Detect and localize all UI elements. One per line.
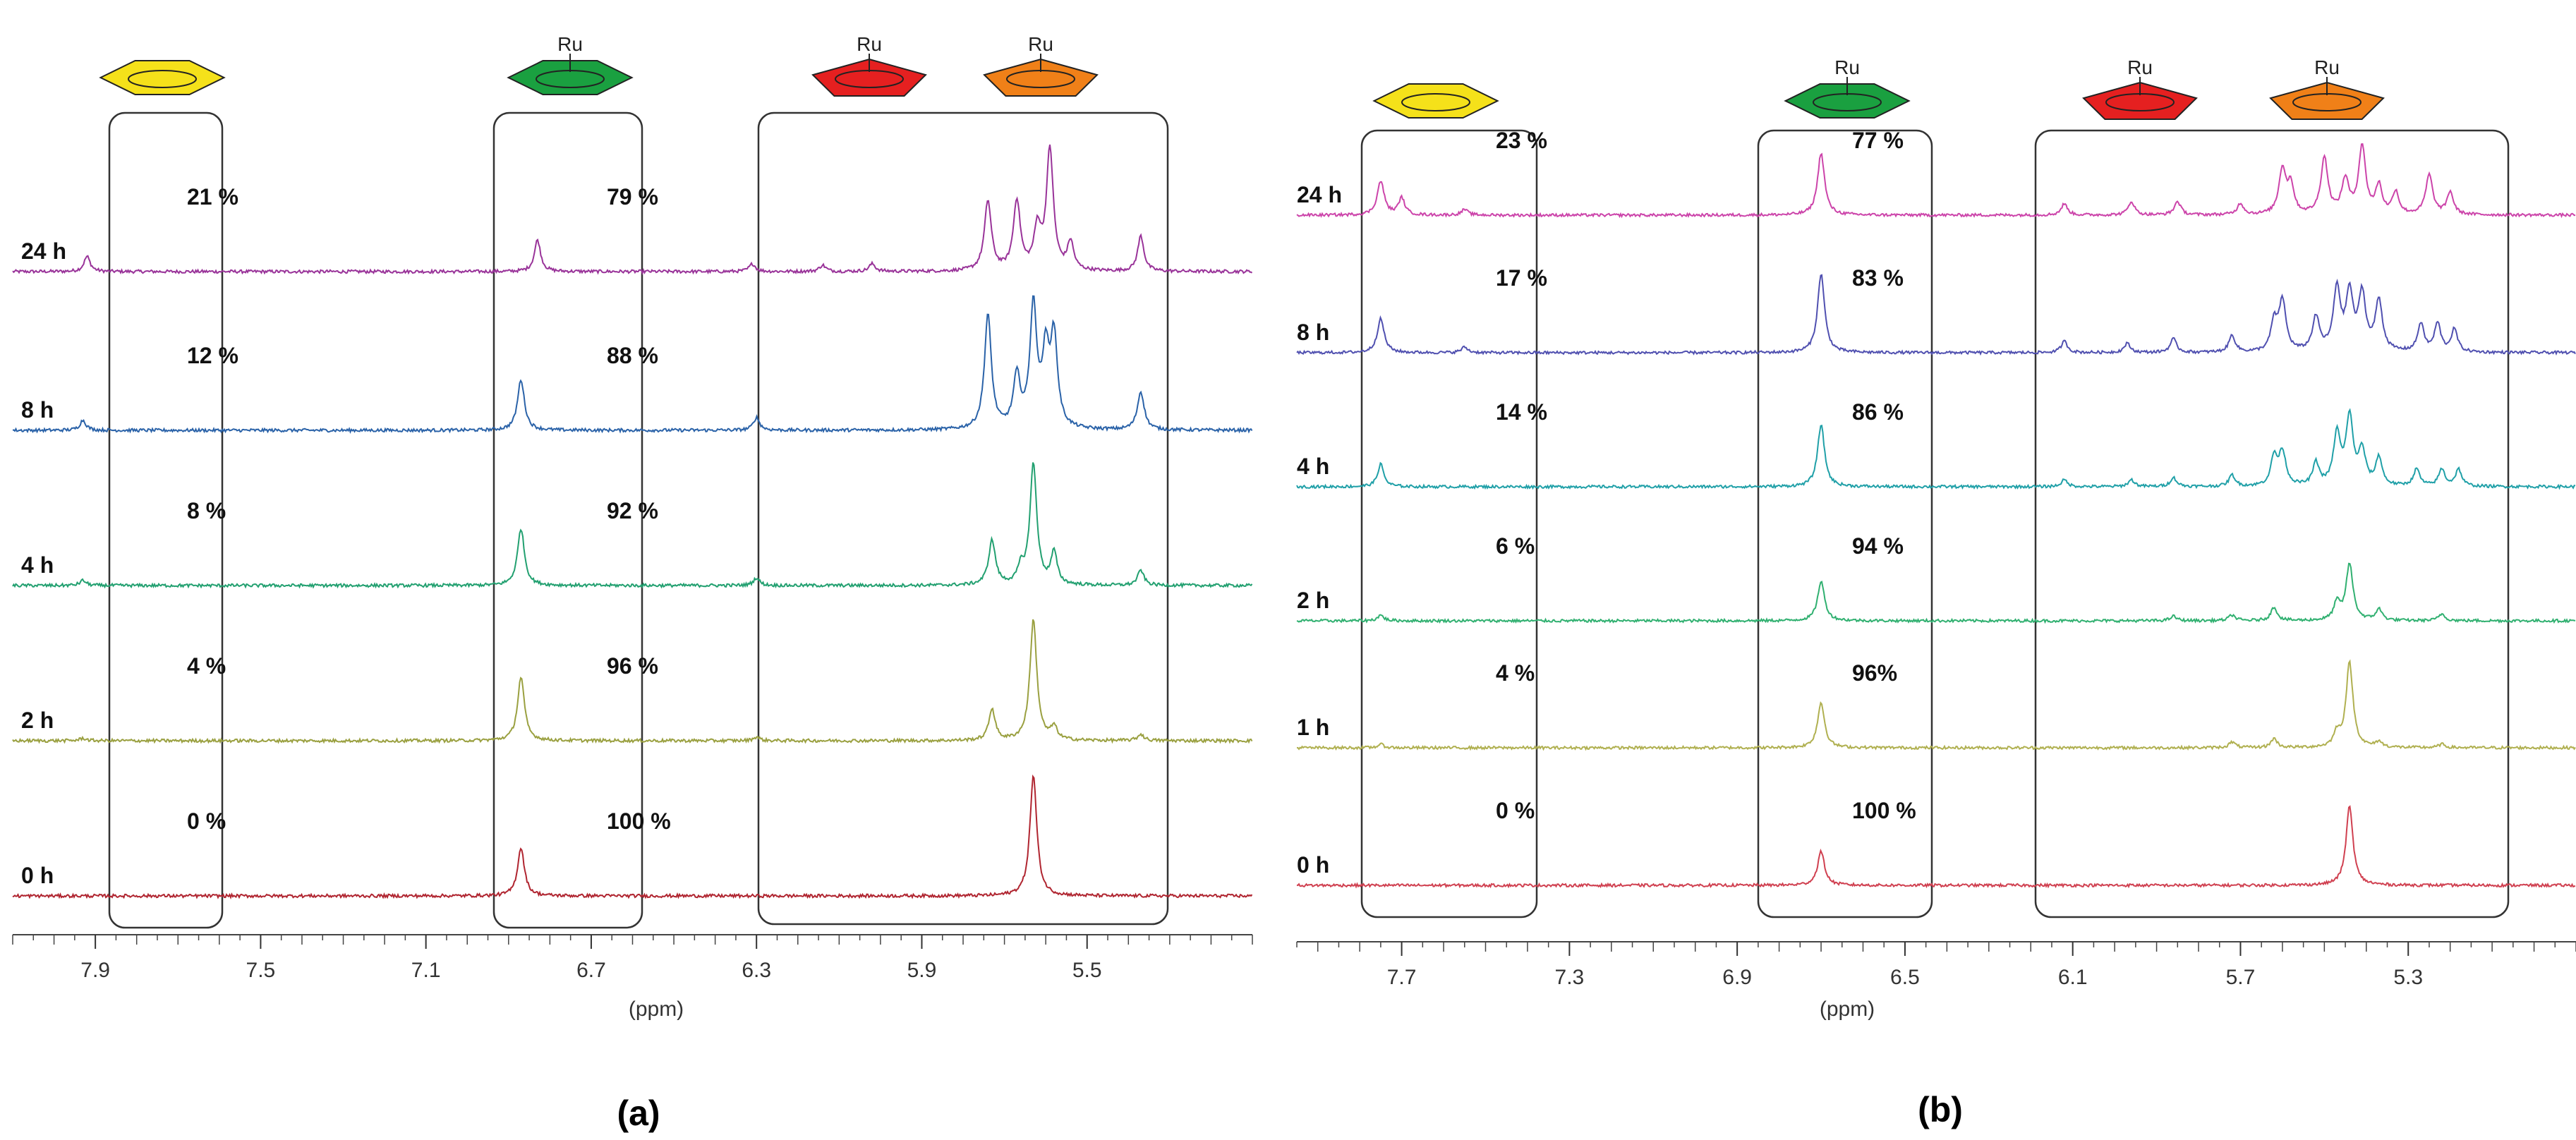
free-arene-percent: 4 % [1496, 660, 1535, 686]
ru-label: Ru [857, 33, 882, 55]
free-arene-percent: 21 % [187, 184, 238, 210]
panel-a: Ru Ru Ru 24 h 21 % 79 % 8 h 12 % 88 % 4 h 8 % 92 % 2… [12, 33, 1253, 1133]
free-arene-percent: 14 % [1496, 399, 1547, 425]
tick-label: 5.9 [907, 959, 937, 982]
region-box-1 [1360, 129, 1538, 918]
spectrum-24h [12, 144, 1253, 276]
arene-icon [99, 60, 226, 95]
arene-icon: Ru [1784, 56, 1911, 119]
tick-label: 5.3 [2393, 966, 2423, 989]
ru-label: Ru [1028, 33, 1053, 55]
time-label: 24 h [1297, 182, 1342, 207]
complex-percent: 77 % [1852, 128, 1904, 153]
spectrum-4h [12, 462, 1253, 589]
x-axis-title: (ppm) [1820, 998, 1875, 1021]
tick-label: 6.1 [2058, 966, 2088, 989]
ru-label: Ru [557, 33, 583, 55]
time-label: 2 h [21, 708, 54, 733]
cp-icon: Ru [2082, 56, 2198, 120]
free-arene-percent: 23 % [1496, 128, 1547, 153]
time-label: 8 h [1297, 320, 1329, 345]
tick-label: 5.7 [2226, 966, 2256, 989]
complex-percent: 92 % [607, 498, 658, 523]
tick-label: 7.5 [246, 959, 276, 982]
tick-label: 6.9 [1722, 966, 1752, 989]
free-arene-percent: 12 % [187, 343, 238, 368]
complex-percent: 100 % [607, 808, 671, 834]
time-label: 4 h [21, 552, 54, 578]
time-label: 2 h [1297, 588, 1329, 613]
spectrum-0h [1296, 805, 2576, 889]
panel-label: (b) [1918, 1090, 1963, 1129]
ru-label: Ru [2127, 56, 2153, 78]
spectrum-2h [12, 619, 1253, 744]
time-label: 1 h [1297, 715, 1329, 740]
complex-percent: 96% [1852, 660, 1897, 686]
region-box-3 [757, 111, 1169, 926]
complex-percent: 79 % [607, 184, 658, 210]
tick-label: 7.9 [80, 959, 110, 982]
x-axis-title: (ppm) [629, 998, 684, 1021]
ru-label: Ru [2314, 56, 2340, 78]
tick-label: 5.5 [1072, 959, 1102, 982]
spectrum-0h [12, 774, 1253, 900]
ru-label: Ru [1834, 56, 1860, 78]
free-arene-percent: 0 % [187, 808, 226, 834]
panel-b: Ru Ru Ru 24 h 23 % 77 % 8 h 17 % 83 % 4 h 14 % 86 %… [1296, 56, 2576, 1129]
spectrum-1h [1296, 659, 2576, 751]
spectrum-24h [1296, 142, 2576, 219]
free-arene-percent: 8 % [187, 498, 226, 523]
free-arene-percent: 6 % [1496, 533, 1535, 559]
arene-icon: Ru [507, 33, 634, 95]
free-arene-percent: 0 % [1496, 798, 1535, 823]
complex-percent: 83 % [1852, 265, 1904, 291]
tick-label: 7.3 [1555, 966, 1585, 989]
spectrum-2h [1296, 562, 2576, 624]
complex-percent: 94 % [1852, 533, 1904, 559]
region-box-2 [1757, 129, 1933, 918]
region-box-3 [2034, 129, 2510, 918]
complex-percent: 96 % [607, 653, 658, 679]
complex-percent: 100 % [1852, 798, 1916, 823]
arene-icon [1372, 83, 1499, 119]
time-label: 0 h [1297, 852, 1329, 878]
tick-label: 7.7 [1387, 966, 1417, 989]
free-arene-percent: 17 % [1496, 265, 1547, 291]
tick-label: 6.3 [742, 959, 771, 982]
tick-label: 6.7 [576, 959, 606, 982]
cp-icon: Ru [2269, 56, 2385, 120]
time-label: 8 h [21, 397, 54, 423]
complex-percent: 88 % [607, 343, 658, 368]
time-label: 0 h [21, 863, 54, 888]
time-label: 24 h [21, 238, 66, 264]
spectrum-4h [1296, 408, 2575, 490]
spectrum-8h [12, 295, 1253, 434]
cp-icon: Ru [983, 33, 1099, 97]
region-box-1 [108, 111, 224, 929]
region-box-2 [492, 111, 643, 929]
tick-label: 6.5 [1890, 966, 1920, 989]
tick-label: 7.1 [411, 959, 441, 982]
spectrum-8h [1296, 274, 2576, 356]
cp-icon: Ru [811, 33, 927, 97]
complex-percent: 86 % [1852, 399, 1904, 425]
time-label: 4 h [1297, 454, 1329, 479]
free-arene-percent: 4 % [187, 653, 226, 679]
panel-label: (a) [617, 1093, 660, 1133]
